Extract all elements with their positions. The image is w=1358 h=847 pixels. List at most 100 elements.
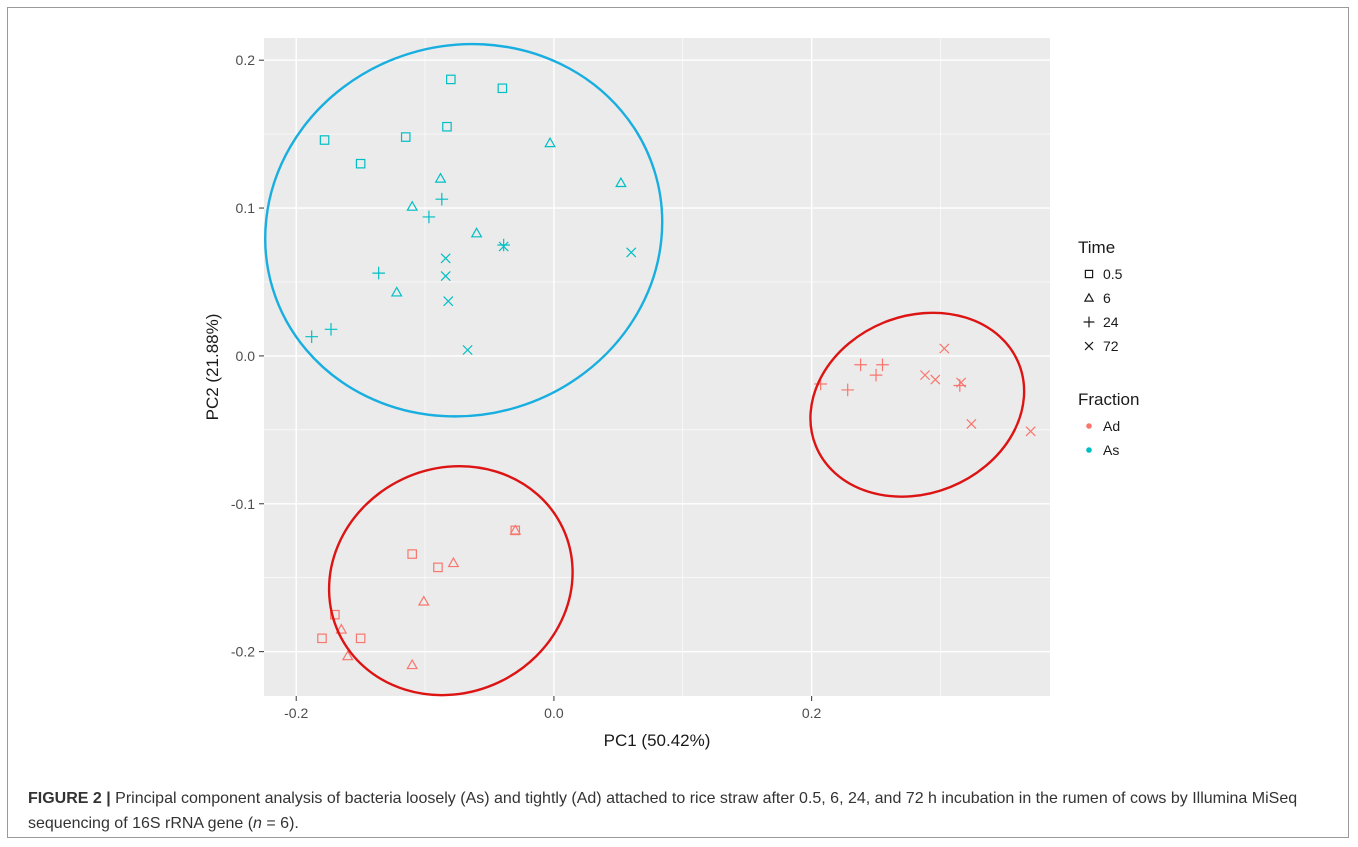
cluster-ellipse (809, 311, 1026, 498)
data-point-shape (317, 633, 327, 644)
data-point (854, 358, 867, 372)
data-point-shape (919, 370, 931, 381)
data-point-shape (470, 227, 483, 238)
x-tick-label: 0.0 (544, 705, 564, 721)
axis-titles: PC1 (50.42%) PC2 (21.88%) (203, 314, 710, 750)
data-point-shape (355, 633, 366, 644)
data-point (406, 658, 419, 670)
data-point-shape (447, 556, 460, 568)
data-point (443, 296, 454, 307)
caption-text: Principal component analysis of bacteria… (28, 790, 1298, 832)
data-point (335, 623, 348, 634)
data-point (434, 172, 447, 183)
y-tick-label: 0.0 (236, 348, 256, 364)
y-axis-title: PC2 (21.88%) (203, 314, 222, 421)
data-point (876, 358, 889, 372)
series-ad (317, 343, 1036, 670)
data-point (355, 158, 366, 169)
data-point-shape (930, 374, 941, 385)
legend-key-shape (1083, 292, 1095, 302)
major-gridlines (264, 38, 1050, 696)
x-tick-label: 0.2 (802, 705, 822, 721)
data-point (319, 135, 330, 145)
data-point-shape (509, 524, 522, 535)
legend-label: Ad (1103, 418, 1120, 434)
data-point-shape (400, 132, 411, 142)
data-point (442, 121, 452, 132)
data-point (939, 343, 950, 354)
data-point-shape (335, 623, 348, 634)
legend-title: Time (1078, 238, 1115, 257)
data-point (407, 549, 417, 559)
data-point-shape (435, 192, 449, 206)
data-point-shape (305, 330, 318, 343)
data-point-shape (1025, 426, 1036, 437)
data-point (446, 74, 456, 85)
data-point (422, 210, 436, 224)
data-point (462, 344, 473, 356)
data-point-shape (497, 238, 510, 252)
data-point-shape (498, 241, 509, 252)
y-tick-label: 0.1 (236, 200, 256, 216)
data-point-shape (956, 377, 967, 388)
data-point (324, 322, 338, 336)
data-point (355, 633, 366, 644)
data-point (372, 266, 385, 280)
data-point-shape (407, 549, 417, 559)
data-point-shape (497, 83, 508, 94)
legend-label: 24 (1103, 314, 1119, 330)
data-point-shape (841, 383, 855, 397)
cluster-ellipses (264, 42, 1026, 697)
data-point (956, 377, 967, 388)
figure-caption: FIGURE 2 | Principal component analysis … (28, 786, 1348, 836)
figure-frame: -0.2 0.0 0.2 -0.2 -0.1 0.0 0.1 0.2 PC1 (50.42%)… (7, 7, 1349, 838)
data-point (966, 418, 977, 429)
legend: Time 0.5 6 24 72 Fraction Ad As (1078, 238, 1139, 458)
data-point (440, 253, 451, 264)
data-point (919, 370, 931, 381)
data-point (435, 192, 449, 206)
legend-key-shape (1086, 423, 1092, 429)
legend-label: As (1103, 442, 1119, 458)
data-point-shape (869, 368, 883, 382)
data-point-shape (319, 135, 330, 145)
data-point-shape (434, 172, 447, 183)
data-point-shape (544, 136, 556, 148)
data-point (497, 83, 508, 94)
legend-key (1083, 316, 1095, 328)
legend-title: Fraction (1078, 390, 1139, 409)
data-point-shape (462, 344, 473, 356)
data-point-shape (355, 158, 366, 169)
data-point (509, 524, 522, 535)
data-point-shape (615, 176, 627, 188)
data-point-shape (966, 418, 977, 429)
data-point-shape (939, 343, 950, 354)
data-point (305, 330, 318, 343)
legend-key (1084, 341, 1094, 351)
data-point (440, 271, 451, 282)
data-point (400, 132, 411, 142)
caption-n-rest: = 6). (261, 815, 299, 832)
legend-key-shape (1086, 447, 1092, 453)
caption-n-symbol: n (253, 815, 262, 832)
data-point (626, 247, 637, 258)
x-axis-title: PC1 (50.42%) (604, 731, 711, 750)
data-point-shape (417, 595, 430, 606)
data-point (447, 556, 460, 568)
legend-label: 0.5 (1103, 266, 1123, 282)
x-tick-label: -0.2 (284, 705, 308, 721)
plot-panel (264, 38, 1050, 696)
legend-label: 6 (1103, 290, 1111, 306)
data-point-shape (422, 210, 436, 224)
data-point (615, 176, 627, 188)
y-tick-label: -0.1 (231, 496, 255, 512)
data-point (1025, 426, 1036, 437)
data-point-shape (372, 266, 385, 280)
data-point (470, 227, 483, 238)
data-point (406, 200, 419, 211)
data-point-shape (446, 74, 456, 85)
data-point (341, 650, 354, 661)
data-point-shape (440, 271, 451, 282)
data-point-shape (854, 358, 867, 372)
minor-gridlines (264, 38, 1050, 696)
